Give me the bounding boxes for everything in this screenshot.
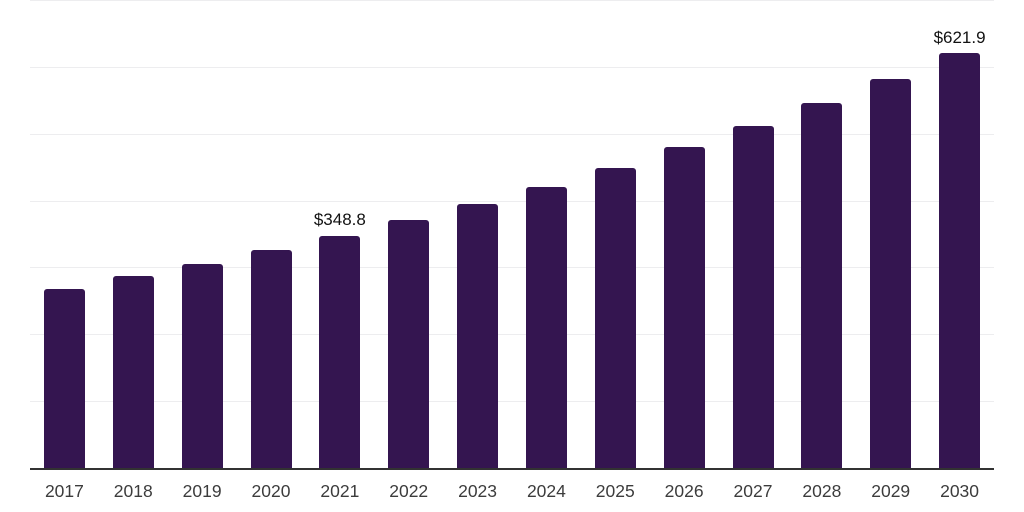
x-axis-labels: 2017 2018 2019 2020 2021 2022 2023 2024 2025 2026… <box>30 481 994 508</box>
x-tick-2025: 2025 <box>595 481 635 501</box>
gridline-300 <box>30 267 994 269</box>
gridline-700 <box>30 0 994 1</box>
gridline-500 <box>30 133 994 135</box>
bar-2019 <box>181 263 223 469</box>
x-tick-2023: 2023 <box>458 481 498 501</box>
bar-2029 <box>870 79 912 469</box>
x-tick-2024: 2024 <box>526 481 566 501</box>
x-tick-2018: 2018 <box>113 481 153 501</box>
bar-2023 <box>457 204 499 469</box>
bar-2028 <box>801 102 843 469</box>
bar-2025 <box>594 168 636 469</box>
x-tick-2017: 2017 <box>44 481 84 501</box>
x-tick-2030: 2030 <box>940 481 980 501</box>
x-tick-2028: 2028 <box>802 481 842 501</box>
gridline-100 <box>30 401 994 403</box>
bar-value-label-2021: $348.8 <box>313 210 366 230</box>
x-tick-2026: 2026 <box>664 481 704 501</box>
x-tick-2029: 2029 <box>871 481 911 501</box>
bar-2018 <box>112 275 154 469</box>
x-tick-2027: 2027 <box>733 481 773 501</box>
bar-2021 <box>319 235 361 469</box>
bar-2017 <box>43 288 85 469</box>
x-tick-2021: 2021 <box>320 481 360 501</box>
gridline-600 <box>30 66 994 68</box>
x-tick-2019: 2019 <box>182 481 222 501</box>
bar-2026 <box>663 147 705 469</box>
plot-area: $348.8 $621.9 <box>30 0 994 470</box>
x-tick-2020: 2020 <box>251 481 291 501</box>
bar-value-label-2030: $621.9 <box>933 27 986 47</box>
bar-2024 <box>525 186 567 469</box>
gridline-400 <box>30 200 994 202</box>
x-axis-line <box>30 468 994 470</box>
x-tick-2022: 2022 <box>389 481 429 501</box>
bar-2027 <box>732 126 774 469</box>
bar-2020 <box>250 250 292 469</box>
bar-2022 <box>388 220 430 469</box>
gridline-200 <box>30 334 994 336</box>
bar-2030 <box>939 53 981 469</box>
